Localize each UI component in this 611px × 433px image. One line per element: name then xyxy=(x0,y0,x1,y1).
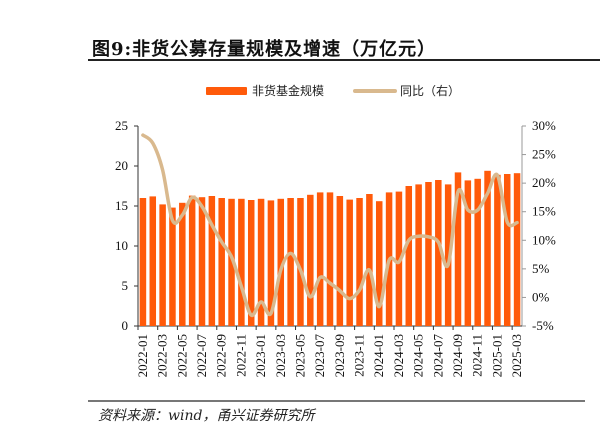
bar xyxy=(415,184,422,326)
legend-label-bar: 非货基金规模 xyxy=(252,83,324,98)
legend-label-line: 同比（右） xyxy=(400,83,460,98)
left-tick-label: 25 xyxy=(115,118,128,133)
right-tick-label: 15% xyxy=(532,204,556,219)
bar xyxy=(454,172,462,326)
x-tick-label: 2025-03 xyxy=(509,334,524,377)
x-tick-label: 2024-01 xyxy=(371,334,386,377)
bar xyxy=(425,182,432,326)
right-tick-label: -5% xyxy=(532,318,554,333)
x-tick-label: 2022-05 xyxy=(174,334,189,377)
bar xyxy=(188,195,196,326)
right-tick-label: 20% xyxy=(532,175,556,190)
figure-title: 图9:非货公募存量规模及增速（万亿元） xyxy=(92,39,437,60)
bar xyxy=(366,194,373,326)
bar xyxy=(513,173,521,326)
legend-swatch-bar xyxy=(206,87,247,95)
x-tick-label: 2024-09 xyxy=(450,334,465,377)
bar xyxy=(474,178,481,326)
bar xyxy=(179,202,186,326)
bar xyxy=(375,201,383,326)
legend: 非货基金规模 同比（右） xyxy=(206,83,460,98)
bar xyxy=(169,207,176,326)
bar xyxy=(464,180,472,326)
x-tick-label: 2023-03 xyxy=(273,334,288,377)
bar xyxy=(159,204,166,326)
bar xyxy=(149,196,157,326)
left-tick-label: 0 xyxy=(122,318,129,333)
x-tick-label: 2024-05 xyxy=(411,334,426,377)
left-tick-label: 20 xyxy=(115,158,128,173)
right-tick-label: 0% xyxy=(532,289,550,304)
x-tick-label: 2024-11 xyxy=(470,334,485,377)
bar xyxy=(277,198,285,326)
bar xyxy=(405,186,413,326)
bar xyxy=(257,198,265,326)
bar xyxy=(395,191,403,326)
x-tick-label: 2022-01 xyxy=(135,334,150,377)
bar xyxy=(503,174,511,326)
bar xyxy=(198,197,206,326)
right-tick-label: 30% xyxy=(532,118,556,133)
source-divider xyxy=(88,400,585,402)
source-note: 资料来源：wind，甬兴证券研究所 xyxy=(98,408,315,424)
bar xyxy=(139,198,147,326)
bar xyxy=(297,198,304,326)
bar xyxy=(208,196,216,326)
bar xyxy=(247,200,255,326)
bar xyxy=(307,194,314,326)
title-divider xyxy=(88,59,600,61)
bar xyxy=(336,196,344,326)
x-tick-label: 2022-11 xyxy=(233,334,248,377)
bar xyxy=(218,198,225,326)
x-tick-label: 2025-01 xyxy=(489,334,504,377)
x-tick-label: 2024-07 xyxy=(430,334,445,378)
bar xyxy=(484,170,491,326)
bar xyxy=(435,180,442,326)
bar xyxy=(494,174,501,326)
bar xyxy=(228,198,235,326)
x-tick-label: 2022-09 xyxy=(214,334,229,377)
x-tick-label: 2022-07 xyxy=(194,334,209,378)
yoy-line xyxy=(141,133,519,318)
bar xyxy=(356,198,363,326)
bar xyxy=(326,192,334,326)
bar xyxy=(444,184,452,326)
bar xyxy=(346,199,353,326)
x-tick-labels: 2022-01 2022-03 2022-05 2022-07 2022-09 2022-… xyxy=(135,334,524,378)
x-tick-label: 2024-03 xyxy=(391,334,406,377)
x-tick-label: 2023-09 xyxy=(332,334,347,377)
x-tick-label: 2023-01 xyxy=(253,334,268,377)
bar xyxy=(316,192,324,326)
right-tick-label: 25% xyxy=(532,147,556,162)
bars xyxy=(139,170,521,326)
left-tick-label: 10 xyxy=(115,238,128,253)
bar xyxy=(238,198,245,326)
bar xyxy=(287,198,294,326)
right-tick-label: 10% xyxy=(532,232,556,247)
left-tick-label: 15 xyxy=(115,198,128,213)
x-tick-label: 2023-07 xyxy=(312,334,327,378)
x-tick-label: 2023-11 xyxy=(352,334,367,377)
x-tick-label: 2022-03 xyxy=(155,334,170,377)
x-tick-label: 2023-05 xyxy=(292,334,307,377)
right-tick-label: 5% xyxy=(532,261,550,276)
left-tick-label: 5 xyxy=(122,278,129,293)
bar xyxy=(267,200,275,326)
